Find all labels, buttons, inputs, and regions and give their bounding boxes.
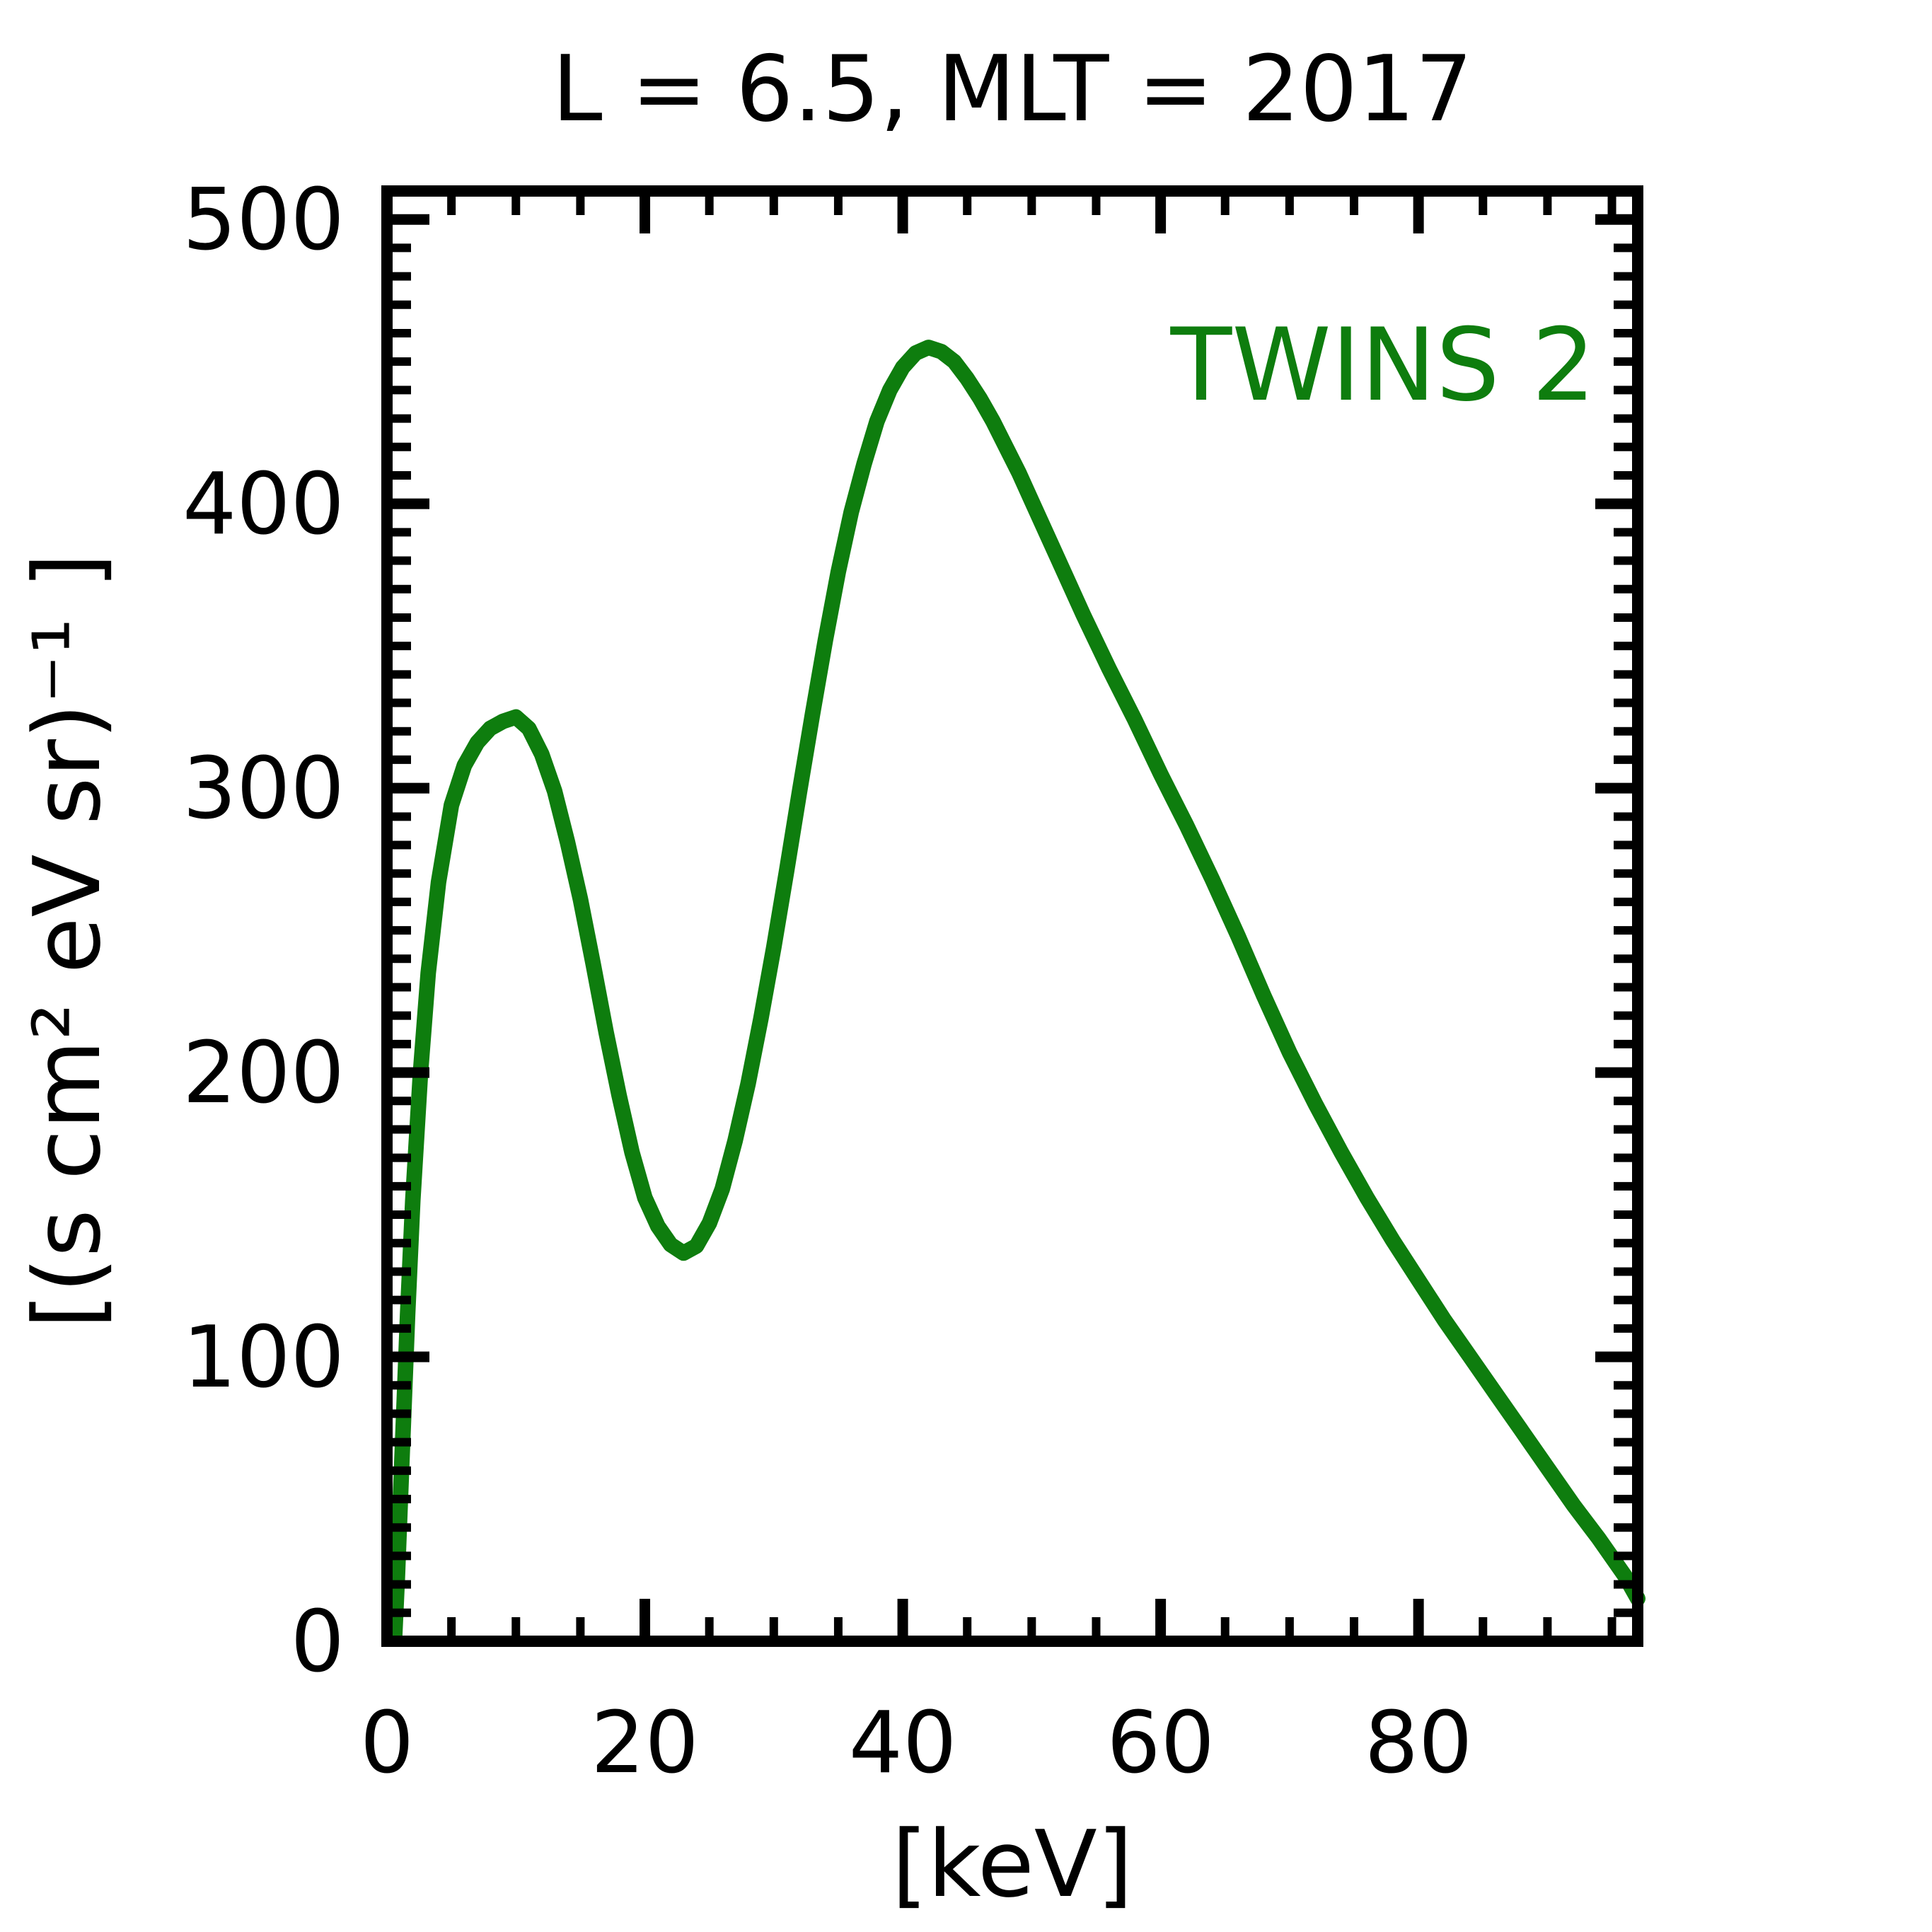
x-axis-label: [keV] (892, 1810, 1133, 1918)
x-tick-label: 80 (1365, 1694, 1473, 1793)
y-tick-label: 200 (183, 1024, 345, 1123)
legend-label-twins2: TWINS 2 (1170, 307, 1596, 424)
x-tick-label: 0 (360, 1694, 414, 1793)
axis-ticks (381, 191, 1638, 1647)
y-axis-label: [(s cm² eV sr)⁻¹ ] (13, 553, 121, 1329)
chart-title: L = 6.5, MLT = 2017 (552, 37, 1473, 142)
y-tick-label: 100 (183, 1309, 345, 1407)
x-tick-label: 20 (591, 1694, 699, 1793)
plot-frame (381, 185, 1643, 1647)
y-tick-label: 400 (183, 456, 345, 554)
x-tick-label: 60 (1106, 1694, 1215, 1793)
y-tick-label: 0 (291, 1593, 345, 1691)
spectrum-curve-twins2 (386, 340, 1645, 1643)
y-tick-labels: 0 100 200 300 400 500 (183, 171, 345, 1691)
y-tick-label: 500 (183, 171, 345, 270)
x-tick-label: 40 (849, 1694, 957, 1793)
y-tick-label: 300 (183, 740, 345, 838)
x-tick-labels: 0 20 40 60 80 (360, 1694, 1473, 1793)
